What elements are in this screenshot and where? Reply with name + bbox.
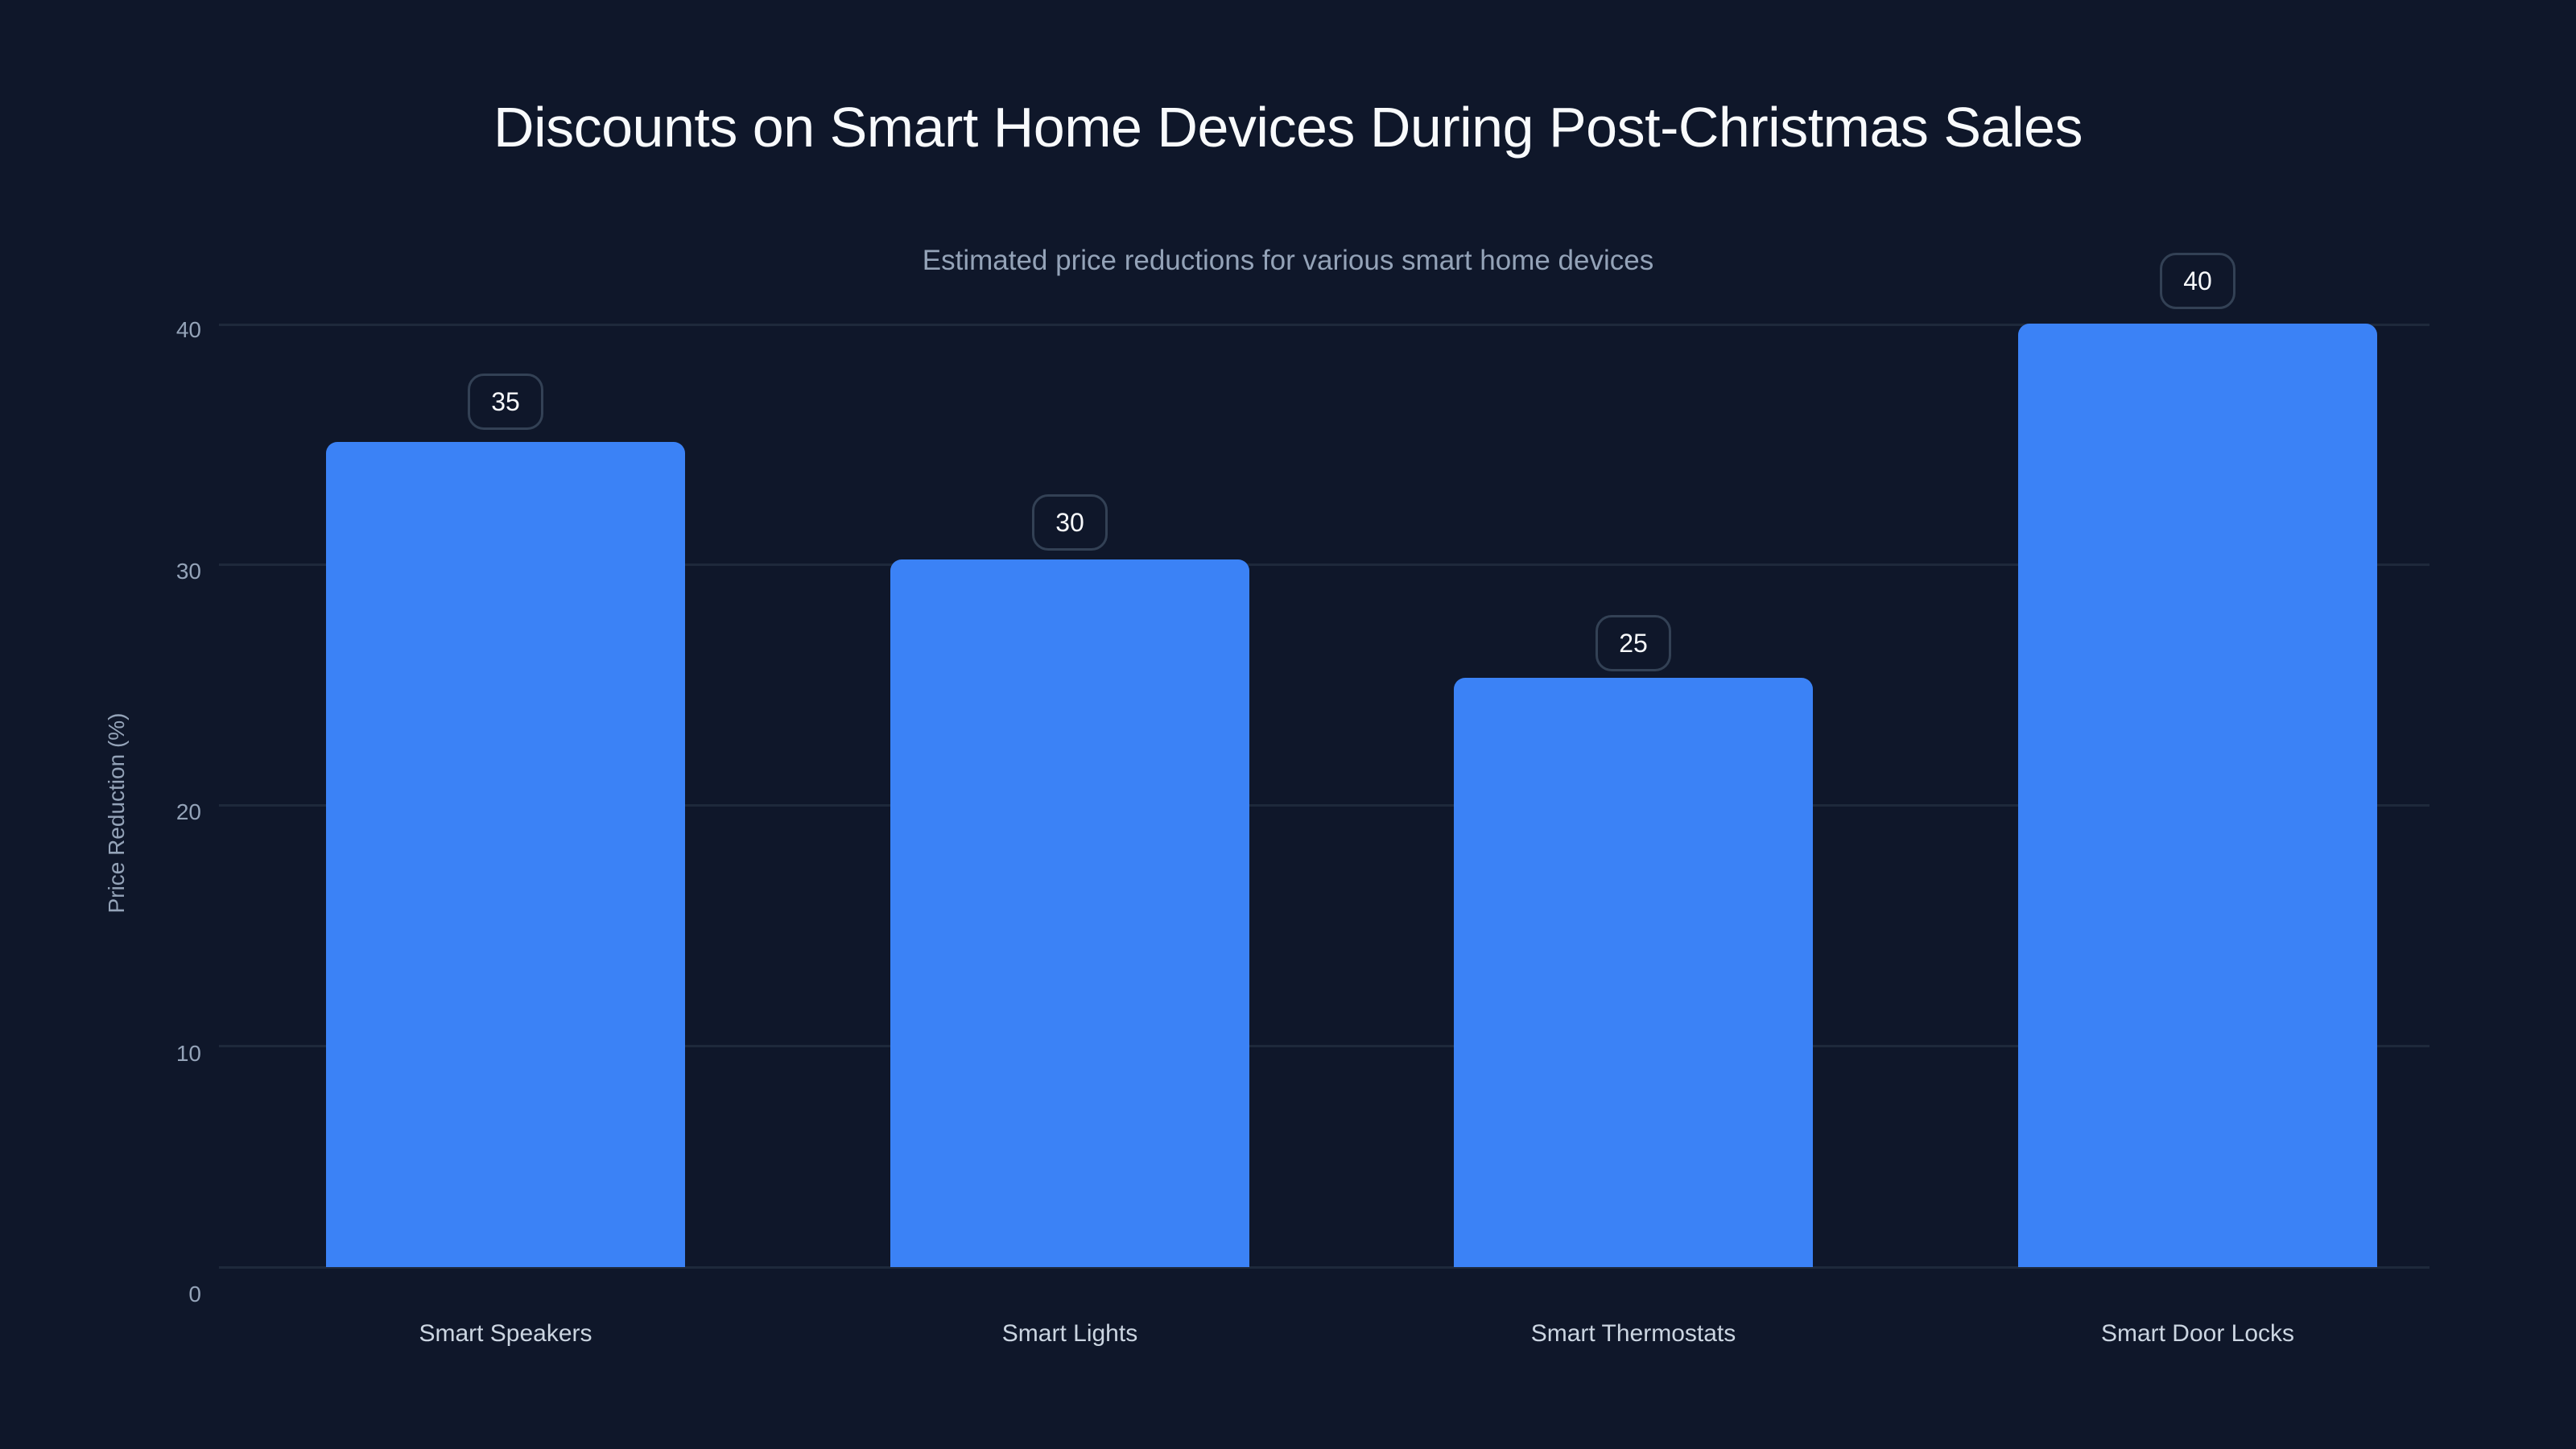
x-label-smart-lights: Smart Lights <box>1001 1320 1138 1347</box>
y-tick-10: 10 <box>175 1041 201 1066</box>
gridline-0 <box>219 1266 2429 1269</box>
plot-area: 35 30 25 40 <box>219 253 2429 1269</box>
value-badge-smart-thermostats: 25 <box>1596 615 1671 671</box>
y-tick-30: 30 <box>175 559 201 584</box>
y-tick-20: 20 <box>175 799 201 824</box>
y-axis-label: Price Reduction (%) <box>104 712 129 914</box>
gridline-40 <box>219 324 2429 326</box>
chart-title: Discounts on Smart Home Devices During P… <box>493 96 2083 159</box>
value-badge-smart-door-locks: 40 <box>2160 253 2235 309</box>
value-badge-smart-lights: 30 <box>1032 494 1108 551</box>
bar-smart-door-locks[interactable] <box>2018 324 2377 1267</box>
gridline-20 <box>219 804 2429 807</box>
y-tick-40: 40 <box>175 317 201 342</box>
x-label-smart-door-locks: Smart Door Locks <box>2100 1320 2295 1347</box>
value-badge-smart-speakers: 35 <box>468 374 543 430</box>
bar-smart-speakers[interactable] <box>326 442 685 1267</box>
chart-subtitle: Estimated price reductions for various s… <box>922 245 1654 276</box>
gridline-30 <box>219 564 2429 566</box>
bar-smart-thermostats[interactable] <box>1454 678 1813 1267</box>
y-tick-0: 0 <box>188 1282 201 1307</box>
x-label-smart-speakers: Smart Speakers <box>419 1320 592 1347</box>
gridline-10 <box>219 1045 2429 1047</box>
bar-smart-lights[interactable] <box>890 559 1249 1267</box>
x-label-smart-thermostats: Smart Thermostats <box>1530 1320 1736 1347</box>
